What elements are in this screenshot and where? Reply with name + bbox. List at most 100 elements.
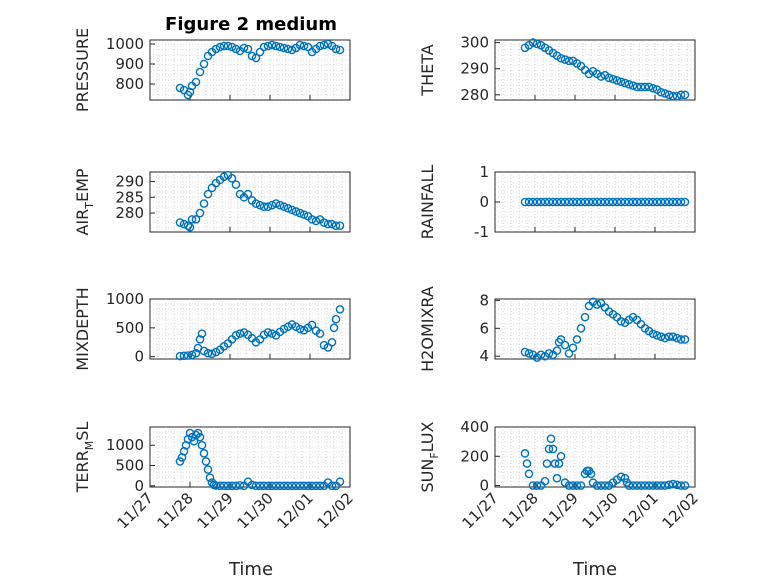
data-point xyxy=(640,82,650,92)
data-point xyxy=(263,328,273,337)
data-point xyxy=(564,56,574,66)
data-point xyxy=(239,43,249,53)
data-point xyxy=(323,343,333,352)
data-point xyxy=(203,465,213,474)
y-axis-label-main: AIR xyxy=(73,209,92,236)
data-point xyxy=(211,44,221,54)
y-tick-label: 1 xyxy=(479,163,489,181)
data-point xyxy=(556,197,566,207)
data-point xyxy=(572,197,582,207)
data-point xyxy=(303,481,313,491)
data-point xyxy=(195,208,205,218)
data-point xyxy=(632,481,642,490)
data-point xyxy=(652,197,662,207)
data-point xyxy=(275,481,285,491)
y-axis-label: SUNFLUX xyxy=(418,421,441,492)
y-tick-label: 0 xyxy=(134,477,144,495)
data-point xyxy=(580,312,590,322)
y-tick-label: 4 xyxy=(479,347,489,365)
data-point xyxy=(648,481,658,490)
data-point xyxy=(648,83,658,93)
data-point xyxy=(632,82,642,92)
y-axis-label-tail: SL xyxy=(73,422,92,441)
data-point xyxy=(193,428,203,438)
data-point xyxy=(596,481,606,490)
data-point xyxy=(676,90,686,100)
data-point xyxy=(640,481,650,490)
data-point xyxy=(243,44,253,54)
data-point xyxy=(211,481,221,490)
y-axis-label-subscript: F xyxy=(428,452,441,458)
data-point xyxy=(175,218,185,227)
data-point xyxy=(576,324,586,333)
data-point xyxy=(223,41,233,51)
data-point xyxy=(219,481,229,491)
data-point xyxy=(195,335,205,344)
y-tick-label: 285 xyxy=(115,188,144,206)
data-point xyxy=(263,481,273,491)
data-point xyxy=(568,343,578,353)
data-point xyxy=(291,207,301,216)
subplot-4: 0 500 1000 MIXDEPTH xyxy=(73,287,351,371)
data-point xyxy=(636,481,646,490)
data-point xyxy=(672,197,682,207)
data-point xyxy=(546,434,556,444)
y-axis-label-tail: LUX xyxy=(418,421,437,452)
data-point xyxy=(664,332,674,341)
data-point xyxy=(616,472,626,482)
data-point xyxy=(580,197,590,207)
data-point xyxy=(267,329,277,338)
data-point xyxy=(299,210,309,219)
data-point xyxy=(271,481,281,491)
data-point xyxy=(179,351,189,361)
data-point xyxy=(664,90,674,100)
data-point xyxy=(652,481,662,490)
data-point xyxy=(247,51,257,61)
y-axis-label: TERRMSL xyxy=(73,422,96,494)
data-point xyxy=(660,481,670,490)
y-tick-label: 1000 xyxy=(106,290,144,308)
y-tick-label: 400 xyxy=(460,418,489,436)
data-point xyxy=(275,200,285,210)
data-point xyxy=(628,81,638,90)
data-point xyxy=(556,335,566,344)
data-point xyxy=(307,481,317,491)
data-point xyxy=(219,41,229,51)
data-point xyxy=(267,40,277,50)
data-point xyxy=(287,481,297,491)
data-point xyxy=(552,473,562,483)
data-point xyxy=(560,340,570,350)
y-tick-label: 200 xyxy=(460,447,489,465)
data-point xyxy=(536,350,546,360)
data-point xyxy=(648,197,658,207)
data-point xyxy=(335,45,345,55)
y-axis-label: THETA xyxy=(418,44,437,96)
data-point xyxy=(185,222,195,232)
y-tick-label: 500 xyxy=(115,457,144,475)
data-point xyxy=(175,83,185,93)
y-tick-label: 0 xyxy=(479,477,489,495)
data-point xyxy=(279,43,289,53)
data-point xyxy=(311,481,321,491)
data-point xyxy=(299,41,309,51)
data-point xyxy=(307,215,317,224)
data-point xyxy=(295,481,305,491)
data-point xyxy=(680,335,690,344)
data-point xyxy=(524,469,534,479)
x-axis-label-right: Time xyxy=(572,559,617,580)
data-point xyxy=(560,197,570,207)
x-tick-label: 11/29 xyxy=(539,489,582,532)
data-point xyxy=(215,481,225,491)
data-point xyxy=(528,38,538,47)
y-tick-label: 6 xyxy=(479,319,489,337)
data-point xyxy=(335,221,345,230)
data-point xyxy=(604,197,614,207)
data-point xyxy=(219,172,229,182)
x-tick-label: 12/01 xyxy=(619,489,662,532)
data-point xyxy=(576,481,586,490)
data-point xyxy=(187,350,197,360)
data-point xyxy=(227,174,237,183)
data-point xyxy=(542,459,552,468)
